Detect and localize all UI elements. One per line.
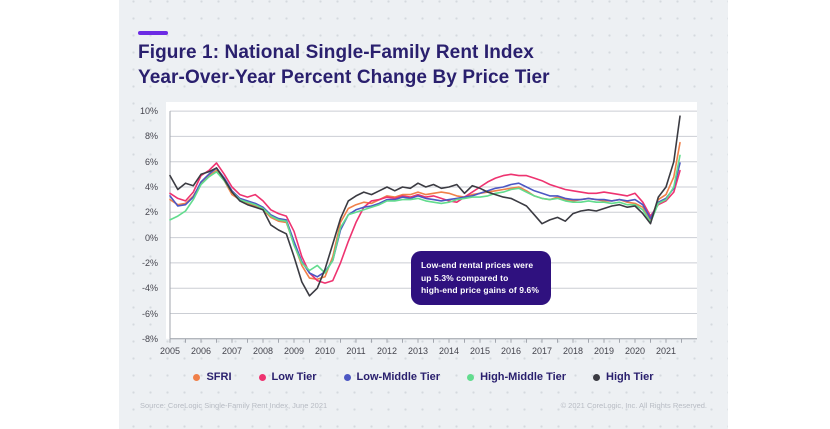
- x-axis-label: 2015: [469, 346, 491, 356]
- x-axis-label: 2007: [221, 346, 243, 356]
- series-line-high-middle-tier: [169, 154, 681, 274]
- rent-index-line-chart: [166, 102, 697, 343]
- y-axis-label: 10%: [139, 106, 158, 117]
- legend-label: Low Tier: [271, 371, 317, 383]
- series-line-high-tier: [169, 115, 681, 297]
- x-axis-label: 2014: [438, 346, 460, 356]
- legend-label: High-Middle Tier: [480, 371, 567, 383]
- x-axis-label: 2009: [283, 346, 305, 356]
- annotation-callout: Low-end rental prices were up 5.3% compa…: [411, 251, 551, 305]
- series-line-low-tier: [169, 162, 681, 284]
- x-axis-label: 2016: [500, 346, 522, 356]
- legend-dot-icon: [343, 373, 351, 381]
- legend-dot-icon: [593, 373, 601, 381]
- legend-item-high-middle-tier: High-Middle Tier: [467, 371, 566, 383]
- legend-label: High Tier: [606, 371, 654, 383]
- x-axis-label: 2008: [252, 346, 274, 356]
- title-accent-bar: [138, 31, 168, 35]
- legend-item-low-tier: Low Tier: [258, 371, 317, 383]
- y-axis-label: -2%: [141, 257, 158, 268]
- legend-item-low-middle-tier: Low-Middle Tier: [343, 371, 441, 383]
- legend-dot-icon: [258, 373, 266, 381]
- x-axis-label: 2017: [531, 346, 553, 356]
- series-line-low-middle-tier: [169, 162, 681, 278]
- y-axis-label: -6%: [141, 308, 158, 319]
- x-axis-label: 2018: [562, 346, 584, 356]
- annotation-line: up 5.3% compared to: [421, 272, 509, 283]
- y-axis-label: 4%: [144, 182, 158, 192]
- x-axis-label: 2006: [190, 346, 212, 356]
- legend-dot-icon: [193, 373, 201, 381]
- x-axis-label: 2011: [346, 346, 366, 356]
- figure-title: Figure 1: National Single-Family Rent In…: [138, 40, 618, 90]
- figure-title-line2: Year-Over-Year Percent Change By Price T…: [138, 67, 550, 88]
- y-axis-label: 0%: [144, 232, 158, 243]
- copyright-note: © 2021 CoreLogic, Inc. All Rights Reserv…: [560, 401, 707, 410]
- x-axis-label: 2010: [314, 346, 336, 356]
- y-axis-label: 6%: [144, 156, 158, 167]
- x-axis-label: 2005: [159, 346, 181, 356]
- chart-legend: SFRI Low Tier Low-Middle Tier High-Middle T…: [119, 371, 728, 383]
- y-axis-label: -8%: [141, 333, 158, 344]
- y-axis-label: 2%: [144, 207, 158, 218]
- source-note: Source: CoreLogic Single-Family Rent Ind…: [140, 401, 328, 410]
- y-axis-label: 8%: [144, 131, 158, 142]
- x-axis-label: 2013: [407, 346, 429, 356]
- legend-label: Low-Middle Tier: [356, 371, 441, 383]
- x-axis-label: 2012: [376, 346, 398, 356]
- legend-item-high-tier: High Tier: [593, 371, 654, 383]
- legend-label: SFRI: [206, 371, 232, 383]
- x-axis-label: 2021: [655, 346, 677, 356]
- figure-title-line1: Figure 1: National Single-Family Rent In…: [138, 42, 534, 63]
- legend-dot-icon: [467, 373, 475, 381]
- y-axis-label: -4%: [141, 283, 158, 294]
- annotation-line: Low-end rental prices were: [421, 260, 534, 270]
- legend-item-sfri: SFRI: [193, 371, 232, 383]
- annotation-line: high-end price gains of 9.6%: [421, 285, 540, 295]
- x-axis-label: 2019: [593, 346, 615, 356]
- x-axis-label: 2020: [624, 346, 646, 356]
